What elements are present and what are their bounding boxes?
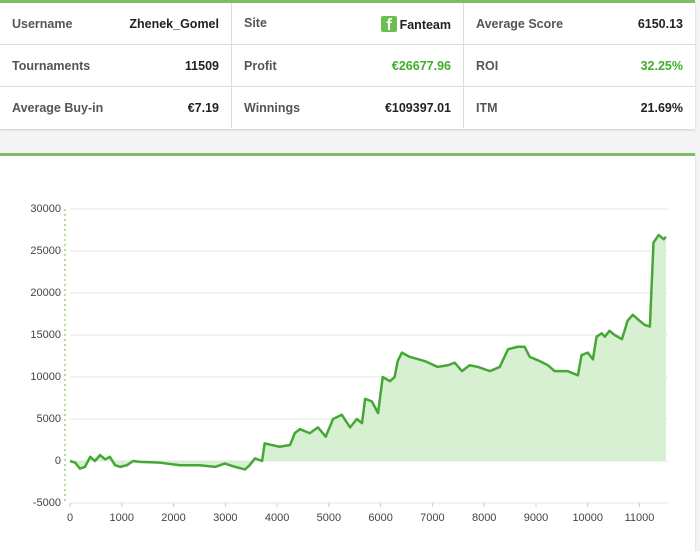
chart: -5000 0 5000 10000 15000 20000 25000 30000 0 1000…: [30, 203, 668, 524]
cell: Site Fanteam: [231, 3, 464, 45]
y-tick-label: -5000: [33, 497, 61, 509]
label: ROI: [476, 58, 499, 73]
stats-table: Username Zhenek_Gomel Site Fanteam Average…: [0, 3, 695, 128]
x-tick-label: 5000: [317, 512, 341, 524]
stats-panel: Username Zhenek_Gomel Site Fanteam Average…: [0, 0, 695, 129]
x-tick-label: 2000: [161, 512, 185, 524]
cell: Average Score 6150.13: [463, 3, 695, 45]
x-tick-label: 1000: [110, 512, 134, 524]
label: Username: [12, 16, 73, 31]
line: [69, 233, 667, 471]
cell: Username Zhenek_Gomel: [0, 3, 232, 45]
value: €26677.96: [391, 58, 451, 73]
x-tick-label: 4000: [265, 512, 289, 524]
area: [70, 235, 666, 470]
site-icon: [380, 15, 397, 32]
label: Average Buy-in: [12, 100, 104, 115]
value: €109397.01: [384, 100, 451, 115]
x-tick-label: 9000: [524, 512, 548, 524]
chart-panel: -5000 0 5000 10000 15000 20000 25000 30000 0 1000…: [0, 153, 695, 551]
cell: Average Buy-in €7.19: [0, 86, 232, 128]
y-tick-label: 0: [55, 455, 61, 467]
x-tick-label: 10000: [572, 512, 603, 524]
site-name: Fanteam: [399, 17, 451, 32]
label: Tournaments: [12, 58, 91, 73]
x-tick-label: 11000: [625, 512, 655, 524]
value[interactable]: Fanteam: [380, 15, 451, 32]
cell: Winnings €109397.01: [231, 86, 464, 128]
value: 21.69%: [640, 100, 683, 115]
y-tick-label: 20000: [30, 287, 61, 299]
value: 6150.13: [637, 16, 683, 31]
value: 32.25%: [640, 58, 683, 73]
value: 11509: [184, 58, 219, 73]
x-tick-label: 6000: [368, 512, 392, 524]
label: Site: [244, 15, 267, 30]
cell: ITM 21.69%: [464, 87, 696, 129]
label: Profit: [244, 58, 277, 73]
cell: Profit €26677.96: [231, 44, 464, 87]
y-tick-label: 5000: [37, 413, 61, 425]
label: ITM: [476, 100, 498, 115]
cell: Tournaments 11509: [0, 44, 232, 87]
label: Average Score: [476, 16, 564, 31]
x-tick-label: 0: [67, 512, 73, 524]
label: Winnings: [244, 100, 301, 115]
x-tick-label: 8000: [472, 512, 496, 524]
y-tick-label: 30000: [30, 203, 61, 215]
value: Zhenek_Gomel: [129, 16, 219, 31]
cell: ROI 32.25%: [463, 44, 695, 87]
value: €7.19: [187, 100, 219, 115]
x-tick-label: 7000: [420, 512, 444, 524]
y-tick-label: 15000: [30, 329, 61, 341]
y-tick-label: 10000: [30, 371, 61, 383]
y-tick-label: 25000: [30, 245, 61, 257]
x-tick-label: 3000: [213, 512, 237, 524]
